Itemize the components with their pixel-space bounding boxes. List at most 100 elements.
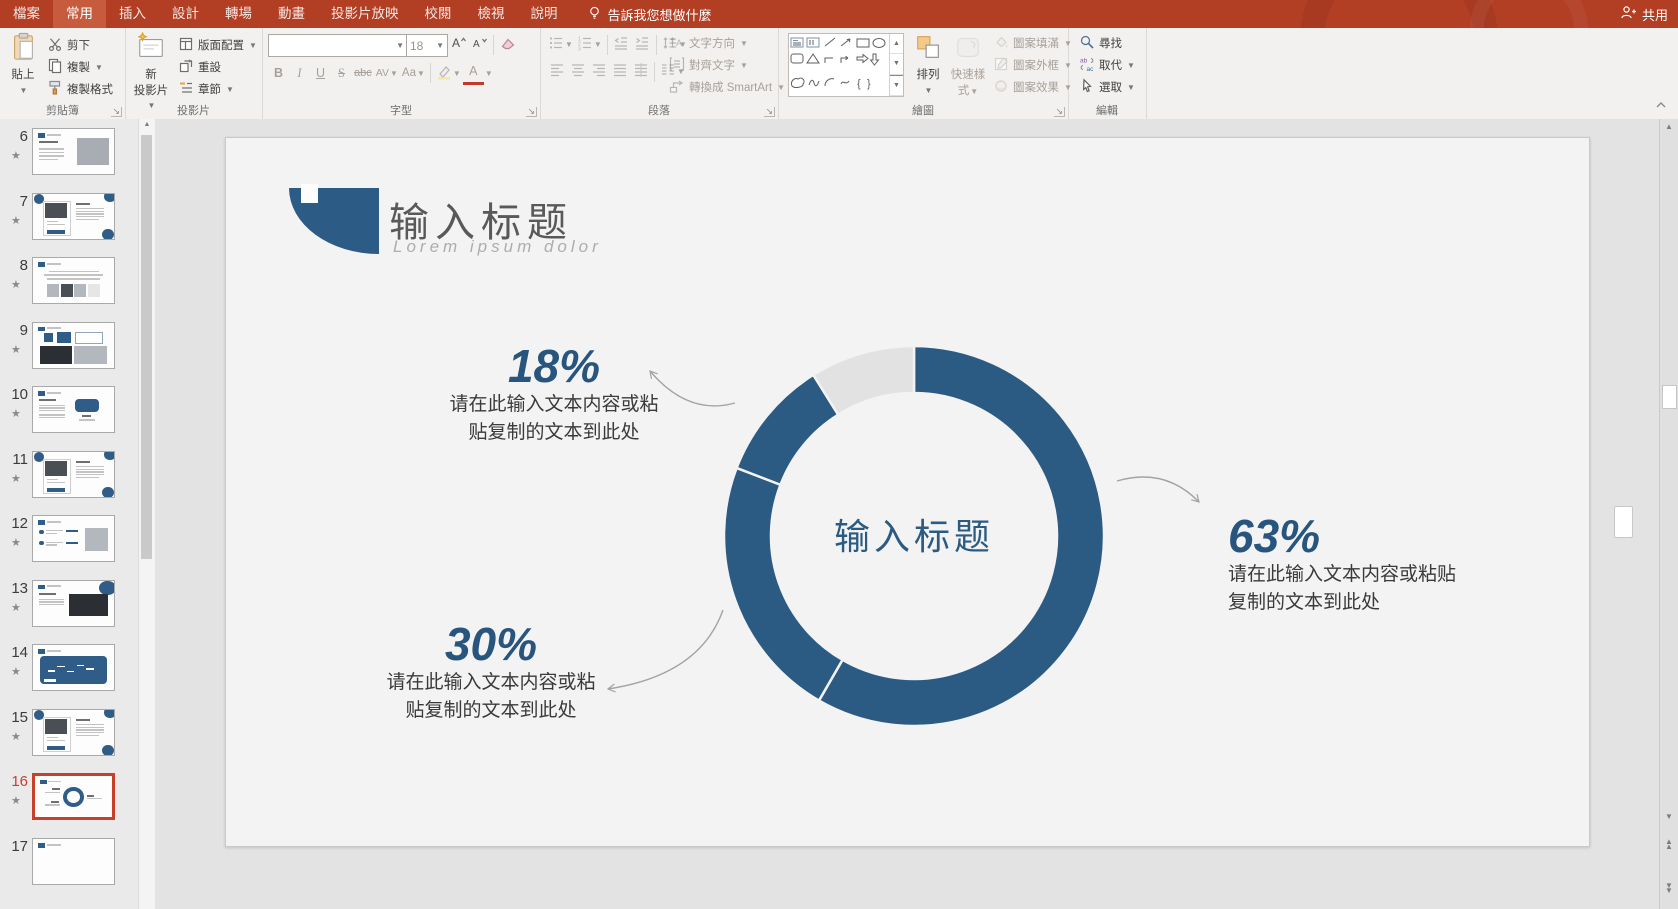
slide-thumbnail-13[interactable] xyxy=(32,579,115,627)
slide-thumbnail-17[interactable] xyxy=(32,837,115,885)
numbering-button[interactable]: 1 2 3 ▼ xyxy=(575,34,604,55)
bullets-button[interactable]: ▼ xyxy=(546,34,575,55)
menu-tab-5[interactable]: 動畫 xyxy=(278,6,305,21)
share-button[interactable]: 共用 xyxy=(1620,0,1668,28)
shape-fill-button[interactable]: 圖案填滿 ▼ xyxy=(990,32,1075,54)
previous-slide-button[interactable]: ▲ ▲ xyxy=(1665,837,1673,851)
slide-thumbnail-16[interactable] xyxy=(32,773,115,820)
select-button[interactable]: 選取 ▼ xyxy=(1076,76,1138,98)
animation-star-icon[interactable]: ★ xyxy=(11,730,21,743)
shapes-more-button[interactable]: ▼ xyxy=(890,74,903,96)
italic-button[interactable]: I xyxy=(297,65,302,80)
distribute-button[interactable] xyxy=(630,61,651,82)
slide-thumbnail-15[interactable] xyxy=(32,708,115,756)
font-name-combo[interactable]: ▼ xyxy=(268,34,408,57)
columns-button[interactable]: ▼ xyxy=(658,61,687,82)
main-scrollbar[interactable]: ▲ ▼ ▲ ▲ ▼ ▼ xyxy=(1659,119,1678,909)
shapes-gallery-scroll[interactable]: ▲ ▼ ▼ xyxy=(889,34,903,96)
strikethrough-button[interactable]: abc xyxy=(354,67,372,79)
slide-thumbnail-10[interactable] xyxy=(32,386,115,433)
align-left-button[interactable] xyxy=(546,61,567,82)
animation-star-icon[interactable]: ★ xyxy=(11,150,21,162)
donut-chart[interactable]: 输入标题 xyxy=(714,336,1114,736)
align-right-button[interactable] xyxy=(588,61,609,82)
new-slide-button[interactable]: 新 投影片▼ xyxy=(130,31,172,113)
underline-button[interactable]: U xyxy=(315,66,326,80)
collapse-ribbon-button[interactable] xyxy=(1654,97,1668,115)
slide-subtitle[interactable]: Lorem ipsum dolor xyxy=(393,237,602,256)
align-center-button[interactable] xyxy=(567,61,588,82)
animation-star-icon[interactable]: ★ xyxy=(11,408,21,420)
shrink-font-button[interactable]: A xyxy=(469,34,490,55)
cut-button[interactable]: 剪下 xyxy=(44,34,116,56)
shapes-scroll-down[interactable]: ▼ xyxy=(890,54,903,75)
animation-star-icon[interactable]: ★ xyxy=(11,795,21,807)
menu-tab-0[interactable]: 檔案 xyxy=(13,6,40,21)
scroll-down-arrow[interactable]: ▼ xyxy=(1665,812,1673,821)
shapes-scroll-up[interactable]: ▲ xyxy=(890,34,903,55)
quick-styles-button[interactable]: 快速樣 式▼ xyxy=(948,32,988,99)
menu-tab-3[interactable]: 設計 xyxy=(172,6,199,21)
scroll-up-arrow[interactable]: ▲ xyxy=(1665,122,1673,131)
find-button[interactable]: 尋找 xyxy=(1076,32,1138,54)
convert-smartart-button[interactable]: 轉換成 SmartArt ▼ xyxy=(666,76,788,98)
animation-star-icon[interactable]: ★ xyxy=(11,601,21,614)
menu-tab-7[interactable]: 校閱 xyxy=(424,6,452,21)
menu-tab-2[interactable]: 插入 xyxy=(119,6,146,21)
animation-star-icon[interactable]: ★ xyxy=(11,537,21,549)
panel-scrollbar-thumb[interactable] xyxy=(141,135,152,559)
callout-18[interactable]: 18% 请在此输入文本内容或粘 贴复制的文本到此处 xyxy=(434,341,674,447)
slide-thumbnail-6[interactable] xyxy=(32,128,115,175)
drawing-dialog-launcher[interactable]: ↘ xyxy=(1054,106,1065,117)
next-slide-button[interactable]: ▼ ▼ xyxy=(1665,881,1673,895)
font-size-combo[interactable]: 18 ▼ xyxy=(406,34,448,57)
shadow-strike-button[interactable]: S xyxy=(338,65,345,80)
slide-thumbnail-11[interactable] xyxy=(32,450,115,498)
paste-button[interactable]: 貼上 ▼ xyxy=(4,32,42,98)
increase-indent-button[interactable] xyxy=(632,34,653,55)
menu-tab-8[interactable]: 檢視 xyxy=(477,6,505,21)
slide-title[interactable]: 输入标题 xyxy=(389,201,573,245)
donut-center-label[interactable]: 输入标题 xyxy=(834,516,994,557)
grow-font-button[interactable]: A xyxy=(448,34,469,55)
justify-button[interactable] xyxy=(609,61,630,82)
slide-thumbnail-9[interactable] xyxy=(32,321,115,369)
animation-star-icon[interactable]: ★ xyxy=(11,472,21,485)
font-dialog-launcher[interactable]: ↘ xyxy=(526,106,537,117)
menu-tab-4[interactable]: 轉場 xyxy=(225,6,252,21)
slide-thumbnail-14[interactable] xyxy=(32,644,115,691)
decrease-indent-button[interactable] xyxy=(611,34,632,55)
animation-star-icon[interactable]: ★ xyxy=(11,214,21,227)
animation-star-icon[interactable]: ★ xyxy=(11,666,21,678)
animation-star-icon[interactable]: ★ xyxy=(11,279,21,291)
tell-me-box[interactable]: 告訴我您想做什麼 xyxy=(587,5,712,24)
menu-tab-1[interactable]: 常用 xyxy=(53,0,106,28)
shape-outline-button[interactable]: 圖案外框 ▼ xyxy=(990,54,1075,76)
slide-thumbnail-12[interactable] xyxy=(32,515,115,562)
line-spacing-button[interactable]: ▼ xyxy=(660,34,689,55)
panel-scroll-up-arrow[interactable]: ▲ xyxy=(143,121,151,128)
paragraph-dialog-launcher[interactable]: ↘ xyxy=(764,106,775,117)
arrange-button[interactable]: 排列 ▼ xyxy=(910,32,946,98)
bold-button[interactable]: B xyxy=(273,66,284,80)
reset-button[interactable]: 重設 xyxy=(175,56,260,78)
shapes-gallery[interactable]: { } ▲ ▼ ▼ xyxy=(788,33,904,97)
panel-scrollbar[interactable]: ▲ xyxy=(138,119,155,909)
clipboard-dialog-launcher[interactable]: ↘ xyxy=(111,106,122,117)
shape-effects-button[interactable]: 圖案效果 ▼ xyxy=(990,76,1075,98)
callout-63[interactable]: 63% 请在此输入文本内容或粘贴 复制的文本到此处 xyxy=(1228,511,1480,617)
font-color-button[interactable]: A xyxy=(462,61,484,85)
donut-segment-30%[interactable] xyxy=(722,466,845,703)
paste-dropdown[interactable]: ▼ xyxy=(19,86,28,95)
replace-button[interactable]: ab ac 取代 ▼ xyxy=(1076,54,1138,76)
menu-tab-9[interactable]: 說明 xyxy=(530,6,558,21)
highlight-button[interactable]: ▼ xyxy=(434,63,463,84)
animation-star-icon[interactable]: ★ xyxy=(11,343,21,356)
text-direction-button[interactable]: A 文字方向 ▼ xyxy=(666,32,788,54)
scrollbar-thumb[interactable] xyxy=(1662,385,1677,409)
change-case-button[interactable]: Aa ▼ xyxy=(401,67,425,79)
clear-formatting-button[interactable] xyxy=(497,34,518,55)
donut-segment-rest[interactable] xyxy=(811,344,916,417)
character-spacing-button[interactable]: AV ▼ xyxy=(375,67,398,79)
donut-segment-63%[interactable] xyxy=(817,344,1106,728)
